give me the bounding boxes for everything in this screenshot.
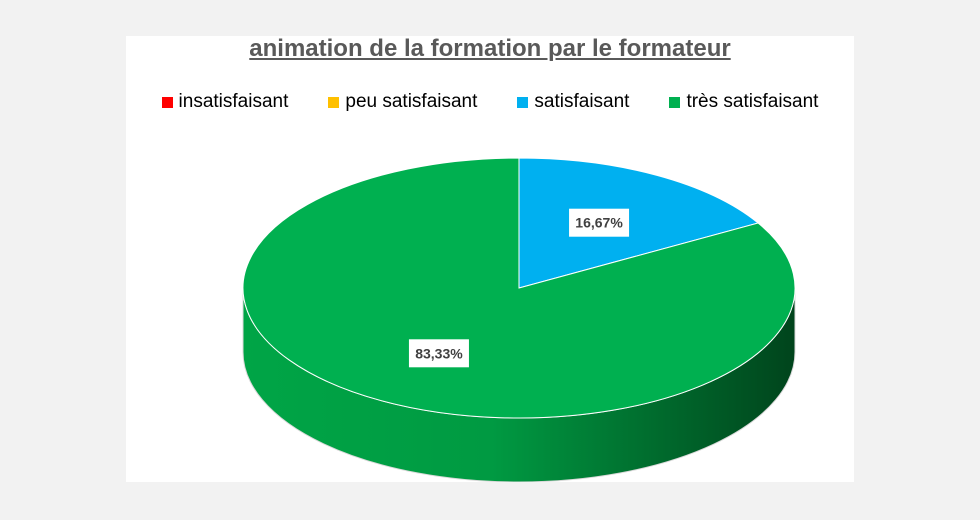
data-label-text: 83,33% bbox=[415, 345, 463, 361]
pie-slice-très-satisfaisant bbox=[242, 157, 796, 419]
legend-item: satisfaisant bbox=[517, 91, 629, 113]
legend-swatch bbox=[517, 96, 529, 108]
legend-label: satisfaisant bbox=[534, 91, 630, 112]
data-label-box bbox=[408, 339, 469, 368]
legend-swatch bbox=[328, 96, 340, 108]
data-label: 83,33% bbox=[408, 339, 469, 368]
legend-label: insatisfaisant bbox=[178, 91, 289, 112]
pie-slice-satisfaisant bbox=[518, 157, 760, 289]
legend-swatch bbox=[161, 96, 173, 108]
data-label-text: 16,67% bbox=[575, 215, 623, 231]
legend: insatisfaisant peu satisfaisant satisfaisa… bbox=[126, 91, 854, 113]
pie-chart: 16,67% 83,33% bbox=[242, 157, 796, 482]
legend-label: très satisfaisant bbox=[686, 91, 819, 112]
chart-area: animation de la formation par le formate… bbox=[126, 36, 854, 482]
legend-item: très satisfaisant bbox=[669, 91, 818, 113]
legend-item: peu satisfaisant bbox=[328, 91, 477, 113]
legend-swatch bbox=[669, 96, 681, 108]
chart-title: animation de la formation par le formate… bbox=[249, 35, 731, 62]
data-label-box bbox=[569, 208, 630, 237]
legend-label: peu satisfaisant bbox=[345, 91, 478, 112]
data-label: 16,67% bbox=[569, 208, 630, 237]
legend-item: insatisfaisant bbox=[161, 91, 289, 113]
